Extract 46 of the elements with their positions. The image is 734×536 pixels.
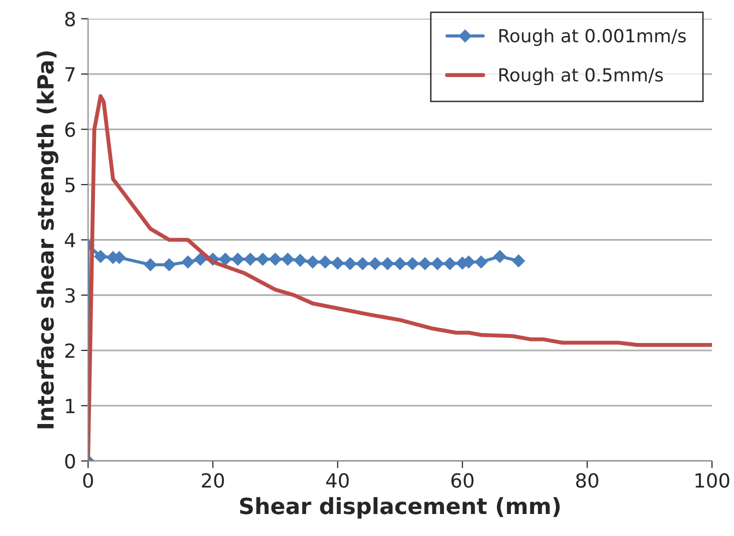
y-axis-title: Interface shear strength (kPa) <box>36 51 58 428</box>
y-tick-label: 7 <box>66 67 75 82</box>
point <box>331 256 344 270</box>
point <box>356 257 370 270</box>
y-tick-label: 1 <box>66 398 74 414</box>
point <box>256 252 270 266</box>
point <box>181 256 194 268</box>
point <box>344 257 357 270</box>
x-tick-label: 100 <box>696 473 730 488</box>
point <box>368 257 382 270</box>
y-tick-label: 4 <box>64 233 76 248</box>
legend-label: Rough at 0.001mm/s <box>499 28 686 46</box>
y-tick-label: 3 <box>65 288 75 303</box>
point <box>244 252 257 266</box>
point <box>194 252 207 266</box>
point <box>512 254 525 268</box>
x-tick-label: 40 <box>326 473 349 488</box>
point <box>218 252 232 266</box>
x-tick-label: 20 <box>202 473 224 488</box>
point <box>231 252 244 266</box>
x-tick-label: 80 <box>576 473 598 488</box>
point <box>474 256 488 268</box>
point <box>318 256 332 268</box>
point <box>418 257 432 270</box>
y-tick-label: 6 <box>65 122 76 137</box>
legend-label: Rough at 0.5mm/s <box>499 68 663 86</box>
point <box>281 252 294 266</box>
x-tick-label: 60 <box>451 473 474 488</box>
point <box>294 254 307 267</box>
point <box>268 252 282 266</box>
x-tick-label: 0 <box>83 473 93 488</box>
y-tick-label: 2 <box>65 343 74 358</box>
y-tick-label: 5 <box>65 178 75 192</box>
point <box>306 256 320 268</box>
y-tick-label: 8 <box>65 12 75 26</box>
point <box>406 257 419 270</box>
point <box>381 257 394 270</box>
point <box>162 258 176 272</box>
point <box>444 257 456 270</box>
x-axis-title: Shear displacement (mm) <box>240 497 560 519</box>
point <box>493 250 506 263</box>
point <box>431 257 444 270</box>
point <box>144 258 157 272</box>
y-tick-label: 0 <box>65 454 75 469</box>
point <box>394 257 406 270</box>
point <box>94 250 107 263</box>
